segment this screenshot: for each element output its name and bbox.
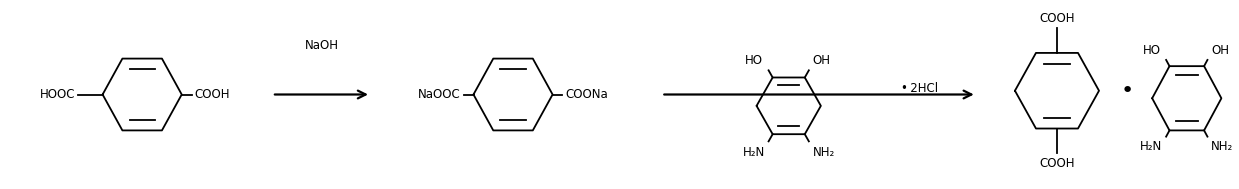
Text: COOH: COOH bbox=[1040, 12, 1074, 25]
Text: NaOH: NaOH bbox=[305, 39, 338, 52]
Text: NH₂: NH₂ bbox=[1212, 140, 1233, 153]
Text: •: • bbox=[1121, 81, 1134, 101]
Text: H₂N: H₂N bbox=[742, 146, 764, 159]
Text: NaOOC: NaOOC bbox=[419, 88, 461, 101]
Text: COOH: COOH bbox=[1040, 157, 1074, 170]
Text: COOH: COOH bbox=[195, 88, 229, 101]
Text: HO: HO bbox=[745, 53, 762, 67]
Text: OH: OH bbox=[1212, 43, 1229, 57]
Text: HOOC: HOOC bbox=[40, 88, 76, 101]
Text: NH₂: NH₂ bbox=[813, 146, 835, 159]
Text: H₂N: H₂N bbox=[1140, 140, 1162, 153]
Text: HO: HO bbox=[1144, 43, 1161, 57]
Text: • 2HCl: • 2HCl bbox=[901, 82, 938, 95]
Text: OH: OH bbox=[813, 53, 830, 67]
Text: COONa: COONa bbox=[565, 88, 607, 101]
